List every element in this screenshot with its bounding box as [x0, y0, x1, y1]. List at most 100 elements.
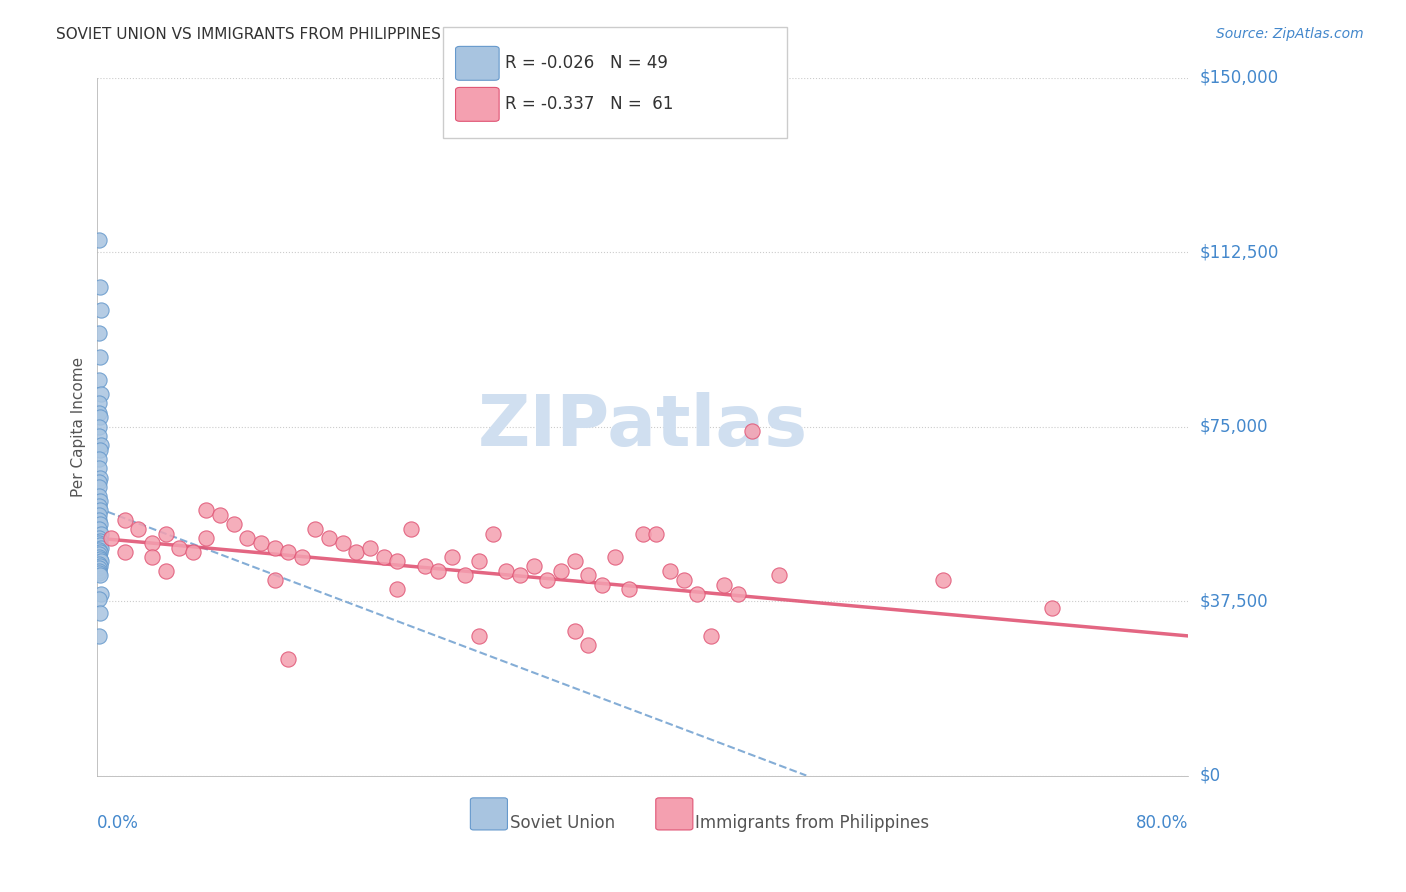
Point	[90, 526, 112, 541]
Text: Soviet Union: Soviet Union	[509, 814, 614, 832]
Point	[387, 582, 409, 597]
Point	[87, 522, 110, 536]
Point	[87, 549, 110, 564]
Point	[87, 480, 110, 494]
Point	[100, 531, 122, 545]
Point	[89, 280, 111, 294]
Text: R = -0.026   N = 49: R = -0.026 N = 49	[505, 54, 668, 72]
Point	[427, 564, 450, 578]
Text: Immigrants from Philippines: Immigrants from Philippines	[695, 814, 929, 832]
Point	[89, 471, 111, 485]
Text: 80.0%: 80.0%	[1136, 814, 1188, 832]
Point	[318, 531, 340, 545]
Point	[413, 559, 436, 574]
Point	[90, 554, 112, 568]
Point	[576, 638, 599, 652]
Point	[591, 578, 613, 592]
Point	[195, 531, 218, 545]
Point	[114, 545, 136, 559]
Point	[468, 629, 491, 643]
Point	[291, 549, 314, 564]
Y-axis label: Per Capita Income: Per Capita Income	[72, 357, 86, 497]
Point	[87, 566, 110, 580]
Text: R = -0.337   N =  61: R = -0.337 N = 61	[505, 95, 673, 113]
Point	[181, 545, 204, 559]
Point	[509, 568, 531, 582]
Point	[87, 542, 110, 557]
Point	[87, 536, 110, 550]
Point	[87, 561, 110, 575]
Point	[332, 536, 354, 550]
Point	[399, 522, 422, 536]
Text: $37,500: $37,500	[1199, 592, 1268, 610]
Point	[87, 531, 110, 545]
Point	[89, 545, 111, 559]
Point	[87, 326, 110, 341]
Point	[89, 552, 111, 566]
Point	[359, 541, 381, 555]
Point	[89, 568, 111, 582]
Point	[89, 606, 111, 620]
Point	[263, 573, 285, 587]
Point	[576, 568, 599, 582]
Point	[141, 536, 163, 550]
Point	[127, 522, 149, 536]
Point	[373, 549, 395, 564]
Point	[631, 526, 654, 541]
Point	[87, 406, 110, 420]
Point	[87, 508, 110, 522]
Point	[87, 373, 110, 387]
Point	[564, 624, 586, 639]
Point	[141, 549, 163, 564]
Point	[495, 564, 517, 578]
Point	[87, 461, 110, 475]
Point	[195, 503, 218, 517]
Point	[87, 452, 110, 467]
Point	[87, 512, 110, 526]
Point	[222, 517, 245, 532]
Point	[89, 410, 111, 425]
Point	[1040, 601, 1063, 615]
Point	[90, 303, 112, 318]
Point	[90, 438, 112, 452]
Point	[87, 233, 110, 247]
Point	[236, 531, 259, 545]
Point	[686, 587, 709, 601]
Text: 0.0%: 0.0%	[97, 814, 139, 832]
Text: SOVIET UNION VS IMMIGRANTS FROM PHILIPPINES PER CAPITA INCOME CORRELATION CHART: SOVIET UNION VS IMMIGRANTS FROM PHILIPPI…	[56, 27, 770, 42]
Point	[87, 591, 110, 606]
Point	[87, 629, 110, 643]
Point	[87, 396, 110, 410]
Point	[468, 554, 491, 568]
Point	[277, 545, 299, 559]
Text: $150,000: $150,000	[1199, 69, 1278, 87]
Text: ZIPatlas: ZIPatlas	[478, 392, 808, 461]
Point	[87, 557, 110, 571]
Point	[87, 564, 110, 578]
Point	[89, 442, 111, 457]
Point	[89, 350, 111, 364]
Point	[167, 541, 190, 555]
Point	[536, 573, 558, 587]
Point	[89, 517, 111, 532]
Point	[89, 494, 111, 508]
Point	[89, 538, 111, 552]
FancyBboxPatch shape	[655, 797, 693, 830]
Text: Source: ZipAtlas.com: Source: ZipAtlas.com	[1216, 27, 1364, 41]
Point	[605, 549, 627, 564]
Point	[155, 564, 177, 578]
Point	[931, 573, 953, 587]
Point	[250, 536, 273, 550]
Point	[440, 549, 463, 564]
Point	[768, 568, 790, 582]
Point	[87, 475, 110, 490]
Point	[700, 629, 723, 643]
Point	[114, 512, 136, 526]
Point	[89, 533, 111, 548]
Point	[277, 652, 299, 666]
Point	[523, 559, 546, 574]
Point	[481, 526, 503, 541]
Point	[304, 522, 326, 536]
Point	[89, 559, 111, 574]
Point	[263, 541, 285, 555]
